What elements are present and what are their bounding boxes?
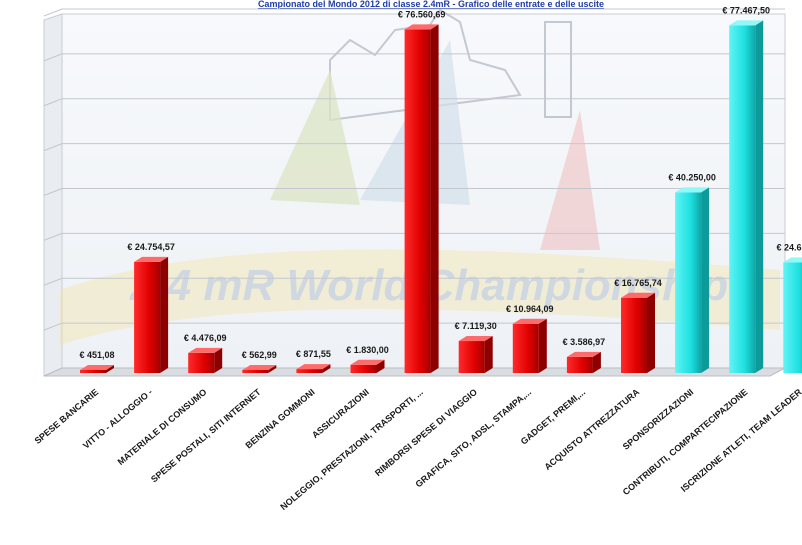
chart-title: Campionato del Mondo 2012 di classe 2.4m… xyxy=(258,0,604,9)
bar-side xyxy=(592,351,601,373)
gridline xyxy=(43,53,63,62)
value-labels: € 451,08 € 24.754,57 € 4.476,09 € 562,99 € 8… xyxy=(79,5,802,360)
value-label: € 1.830,00 xyxy=(346,345,389,355)
bar xyxy=(404,24,439,374)
bar-front xyxy=(404,29,431,374)
bar-front xyxy=(134,261,161,373)
category-label: MATERIALE DI CONSUMO xyxy=(116,387,209,467)
category-label: GRAFICA, SITO, ADSL, STAMPA,... xyxy=(414,387,534,490)
bar xyxy=(675,187,710,373)
bar-side xyxy=(484,336,493,373)
tower-shape xyxy=(544,21,572,118)
bar-front xyxy=(512,323,539,373)
bar-side xyxy=(160,256,169,373)
bar-front xyxy=(80,370,106,373)
bar-top xyxy=(296,364,331,370)
value-label: € 76.560,69 xyxy=(398,9,446,19)
value-label: € 24.650,00 xyxy=(777,242,802,252)
value-label: € 871,55 xyxy=(296,349,331,359)
bar xyxy=(566,351,601,373)
bar-front xyxy=(188,352,215,373)
gridline xyxy=(43,232,63,241)
bar xyxy=(621,292,655,373)
value-label: € 7.119,30 xyxy=(455,321,497,331)
value-label: € 562,99 xyxy=(242,350,277,360)
bar-side xyxy=(376,359,385,373)
bar-front xyxy=(675,192,702,373)
bar-top xyxy=(512,318,547,324)
bar-top xyxy=(675,187,710,193)
bar-top xyxy=(134,256,169,262)
bar-top xyxy=(621,292,655,298)
bar xyxy=(134,256,169,373)
bar-side xyxy=(538,318,547,373)
bar-front xyxy=(566,356,593,373)
red-sail xyxy=(540,110,600,250)
bar-front xyxy=(621,297,647,373)
bar xyxy=(350,359,385,373)
bar-front xyxy=(296,369,323,373)
green-sail xyxy=(270,70,360,205)
gridline xyxy=(43,188,63,196)
bar-side xyxy=(647,292,655,373)
bar-side xyxy=(322,364,331,373)
bar-front xyxy=(350,364,377,373)
category-label: SPESE POSTALI, SITI INTERNET xyxy=(149,387,263,485)
bar-top xyxy=(458,336,493,342)
bar xyxy=(80,365,114,373)
bar-front xyxy=(783,262,802,373)
bar-side xyxy=(755,20,764,373)
bar-top xyxy=(566,351,601,357)
bar-side xyxy=(430,24,439,374)
side-wall xyxy=(43,13,63,377)
bar-side xyxy=(106,365,114,373)
bar-top xyxy=(80,365,114,370)
bar xyxy=(296,364,331,373)
value-label: € 40.250,00 xyxy=(668,172,716,182)
bar xyxy=(188,347,223,373)
value-label: € 4.476,09 xyxy=(184,333,227,343)
bar xyxy=(458,336,493,373)
value-label: € 77.467,50 xyxy=(722,5,770,15)
gridline xyxy=(43,8,63,17)
gridline xyxy=(43,98,63,107)
value-label: € 24.754,57 xyxy=(127,242,175,252)
bar xyxy=(729,20,764,373)
bar-top xyxy=(404,24,439,30)
bar-top xyxy=(729,20,764,26)
gridline xyxy=(43,322,63,331)
bar-top xyxy=(350,359,385,365)
gridline xyxy=(43,277,63,286)
bar xyxy=(512,318,547,373)
value-label: € 3.586,97 xyxy=(563,337,606,347)
category-label: RIMBORSI SPESE DI VIAGGIO xyxy=(373,387,479,478)
bar-front xyxy=(458,341,485,373)
bar-side xyxy=(214,347,223,373)
bar-front xyxy=(242,370,269,373)
category-label: ACQUISTO ATTREZZATURA xyxy=(542,387,641,473)
category-label: ISCRIZIONE ATLETI, TEAM LEADER xyxy=(679,387,802,494)
bar xyxy=(783,257,802,373)
value-label: € 451,08 xyxy=(79,350,114,360)
bars xyxy=(80,20,802,374)
bar-side xyxy=(268,365,277,373)
bar-top xyxy=(188,347,223,353)
category-label: ASSICURAZIONI xyxy=(310,387,371,440)
bar xyxy=(242,365,277,373)
bar-side xyxy=(701,187,710,373)
bar-top xyxy=(783,257,802,263)
value-label: € 16.765,74 xyxy=(614,278,662,288)
gridline xyxy=(43,143,63,152)
bar-top xyxy=(242,365,277,370)
value-label: € 10.964,09 xyxy=(506,304,554,314)
bar-front xyxy=(729,25,756,373)
castle-silhouette xyxy=(329,8,522,122)
